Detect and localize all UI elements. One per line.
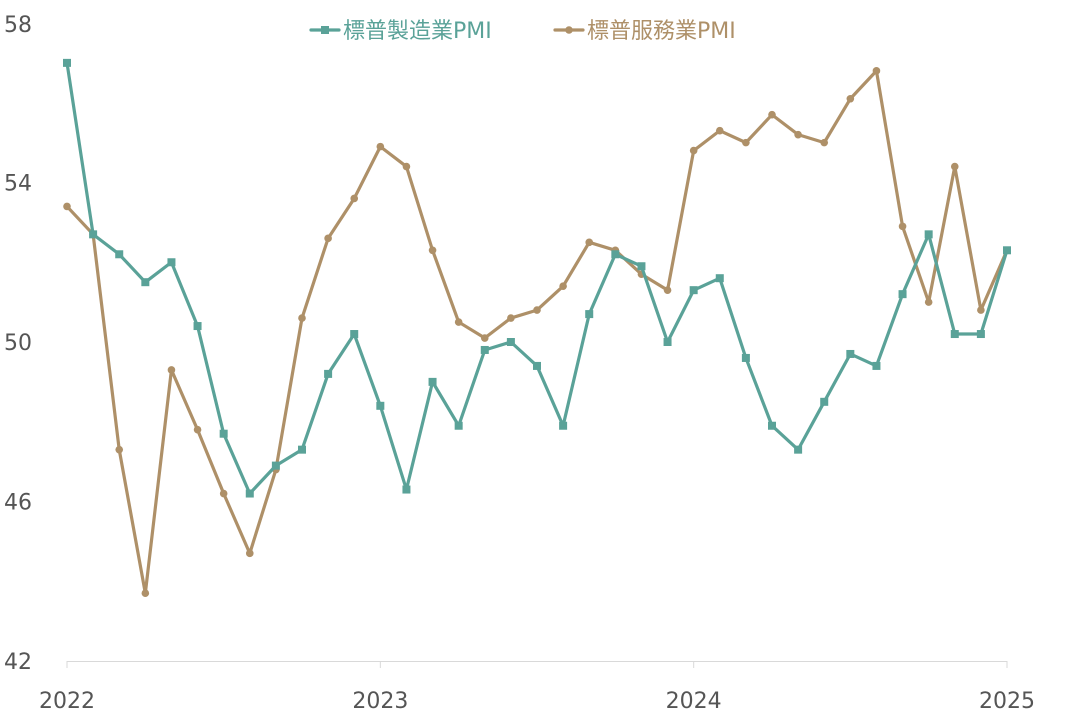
legend: 標普製造業PMI 標普服務業PMI xyxy=(309,19,736,44)
data-point xyxy=(794,130,802,139)
legend-label: 標普製造業PMI xyxy=(343,19,492,44)
data-point xyxy=(559,282,567,290)
data-point xyxy=(402,162,411,171)
data-point xyxy=(846,349,855,358)
data-point xyxy=(898,222,907,231)
y-tick-label: 58 xyxy=(4,13,32,38)
data-point xyxy=(950,330,959,339)
data-point xyxy=(663,338,672,346)
data-point xyxy=(115,250,124,259)
legend-label: 標普服務業PMI xyxy=(587,19,736,44)
data-point xyxy=(298,314,306,322)
data-point xyxy=(924,298,933,306)
data-point xyxy=(611,250,620,259)
data-point xyxy=(924,230,933,239)
series-line xyxy=(65,69,1009,595)
data-point xyxy=(63,202,71,211)
data-point xyxy=(950,162,959,171)
data-point xyxy=(376,142,385,151)
series-1 xyxy=(63,58,1011,498)
data-point xyxy=(402,485,411,494)
data-point xyxy=(376,401,385,410)
data-point xyxy=(637,262,646,271)
data-point xyxy=(428,377,437,386)
data-point xyxy=(585,238,594,247)
data-point xyxy=(898,290,907,299)
data-point xyxy=(820,397,829,406)
data-point xyxy=(768,421,776,430)
data-point xyxy=(141,589,150,598)
series-2 xyxy=(63,67,1011,598)
data-point xyxy=(141,278,150,287)
data-point xyxy=(271,461,280,470)
data-point xyxy=(533,306,541,314)
legend-swatch-marker xyxy=(565,26,573,34)
data-point xyxy=(454,318,463,326)
data-point xyxy=(742,138,750,147)
data-point xyxy=(89,230,98,239)
series-line xyxy=(65,61,1009,496)
data-point xyxy=(715,126,724,135)
data-point xyxy=(167,258,176,267)
data-point xyxy=(167,366,176,374)
data-point xyxy=(350,194,359,203)
data-point xyxy=(689,286,698,295)
data-point xyxy=(1003,246,1011,255)
data-point xyxy=(872,67,881,75)
legend-swatch-marker xyxy=(321,26,329,34)
data-point xyxy=(533,361,541,370)
data-point xyxy=(480,334,489,342)
data-point xyxy=(663,286,672,294)
y-tick-label: 46 xyxy=(4,491,32,516)
data-point xyxy=(794,445,803,454)
data-point xyxy=(298,445,306,454)
data-point xyxy=(977,306,985,314)
x-tick-label: 2025 xyxy=(979,689,1035,714)
data-point xyxy=(324,234,332,243)
data-point xyxy=(846,94,855,103)
data-point xyxy=(219,429,228,438)
x-tick-label: 2024 xyxy=(666,689,722,714)
data-point xyxy=(193,322,202,331)
data-point xyxy=(820,138,829,147)
data-point xyxy=(872,361,881,370)
data-point xyxy=(768,110,776,119)
data-point xyxy=(715,274,724,283)
y-tick-label: 42 xyxy=(4,650,32,675)
y-tick-label: 54 xyxy=(4,172,32,197)
data-point xyxy=(454,421,463,430)
data-point xyxy=(507,314,515,322)
data-point xyxy=(480,345,489,354)
data-point xyxy=(350,330,359,339)
data-point xyxy=(741,353,750,362)
x-tick-label: 2022 xyxy=(39,689,95,714)
data-point xyxy=(324,369,333,378)
data-point xyxy=(63,58,71,67)
x-tick-label: 2023 xyxy=(352,689,408,714)
data-point xyxy=(219,489,228,498)
legend-item: 標普製造業PMI xyxy=(309,19,492,44)
data-point xyxy=(193,425,202,434)
data-point xyxy=(559,421,568,430)
data-point xyxy=(245,549,254,558)
data-point xyxy=(689,146,698,155)
data-point xyxy=(976,330,985,339)
data-point xyxy=(506,338,515,346)
axes: 42 46 50 54 58 2022 2023 2024 2025 xyxy=(4,13,1035,714)
data-point xyxy=(245,489,254,498)
legend-item: 標普服務業PMI xyxy=(553,19,736,44)
data-point xyxy=(115,445,124,454)
data-point xyxy=(585,310,594,319)
y-tick-label: 50 xyxy=(4,331,32,356)
data-point xyxy=(428,246,437,255)
series-layer xyxy=(63,58,1011,598)
